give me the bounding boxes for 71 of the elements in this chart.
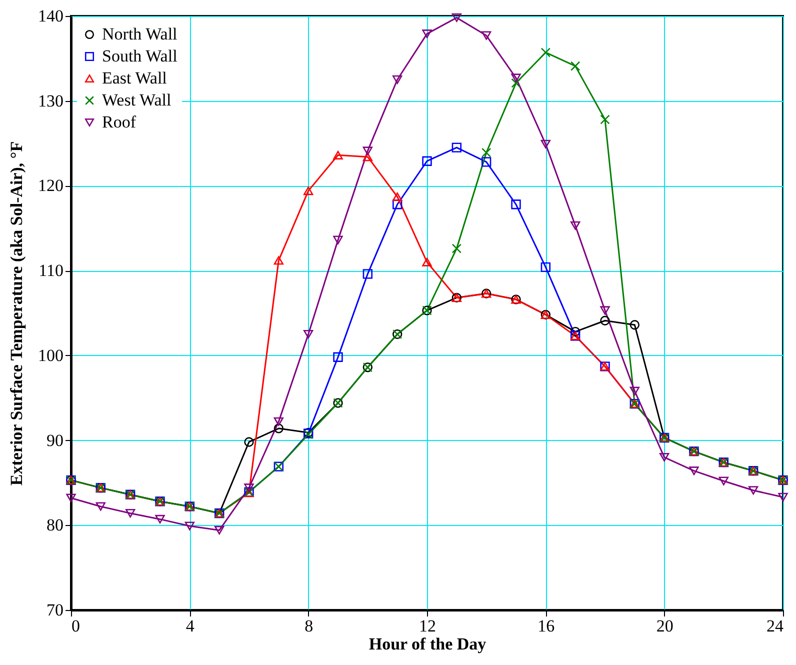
x-axis-title: Hour of the Day <box>368 634 487 654</box>
point <box>600 306 610 315</box>
point <box>392 75 402 84</box>
point <box>244 484 254 492</box>
point <box>184 522 194 530</box>
x-tick-label: 4 <box>186 616 195 636</box>
point <box>570 221 580 230</box>
legend-label: Roof <box>102 112 136 132</box>
point <box>96 502 106 511</box>
y-tick-label: 90 <box>46 430 64 450</box>
point <box>362 152 372 162</box>
point <box>244 437 254 447</box>
point <box>540 48 550 58</box>
point <box>452 13 462 22</box>
point <box>362 146 372 156</box>
point <box>362 269 372 279</box>
legend-label: North Wall <box>102 24 178 44</box>
y-tick-label: 70 <box>46 600 64 620</box>
point <box>452 244 462 254</box>
point <box>155 514 165 524</box>
point <box>540 262 550 272</box>
point <box>718 476 728 486</box>
point <box>392 192 402 202</box>
point <box>570 61 580 71</box>
legend-label: East Wall <box>102 68 168 88</box>
point <box>274 417 284 426</box>
x-tick-label: 16 <box>538 616 555 636</box>
y-tick-label: 80 <box>46 516 64 535</box>
point <box>630 386 640 396</box>
x-tick-label: 24 <box>766 616 784 636</box>
point <box>126 508 136 518</box>
point <box>600 316 610 326</box>
point <box>422 156 432 166</box>
point <box>570 326 580 336</box>
point <box>482 148 492 158</box>
point <box>304 330 314 338</box>
point <box>778 492 788 502</box>
point <box>214 526 224 535</box>
point <box>422 30 432 38</box>
y-tick-label: 130 <box>38 91 64 110</box>
legend-label: South Wall <box>102 46 178 66</box>
y-tick-label: 140 <box>38 6 64 26</box>
point <box>482 157 492 167</box>
point <box>511 200 521 210</box>
point <box>482 31 492 40</box>
legend-label: West Wall <box>102 90 172 110</box>
point <box>689 466 699 476</box>
point <box>600 114 610 124</box>
y-tick-label: 100 <box>38 346 64 365</box>
x-tick-label: 20 <box>656 616 674 636</box>
y-tick-label: 110 <box>38 261 64 280</box>
x-tick-label: 0 <box>72 616 80 636</box>
y-tick-label: 120 <box>38 176 64 196</box>
point <box>274 424 284 434</box>
point <box>333 150 343 160</box>
y-axis-title: Exterior Surface Temperature (aka Sol-Air), °F <box>7 141 26 486</box>
point <box>66 494 76 502</box>
point <box>540 140 550 148</box>
x-tick-label: 12 <box>419 616 436 636</box>
point <box>333 352 343 362</box>
point <box>660 452 670 462</box>
point <box>511 74 521 82</box>
point <box>452 142 462 152</box>
point <box>274 256 284 265</box>
point <box>304 186 314 196</box>
point <box>422 258 432 266</box>
point <box>748 486 758 495</box>
point <box>511 78 521 88</box>
point <box>333 236 343 244</box>
point <box>630 320 640 330</box>
x-tick-label: 8 <box>304 616 314 636</box>
